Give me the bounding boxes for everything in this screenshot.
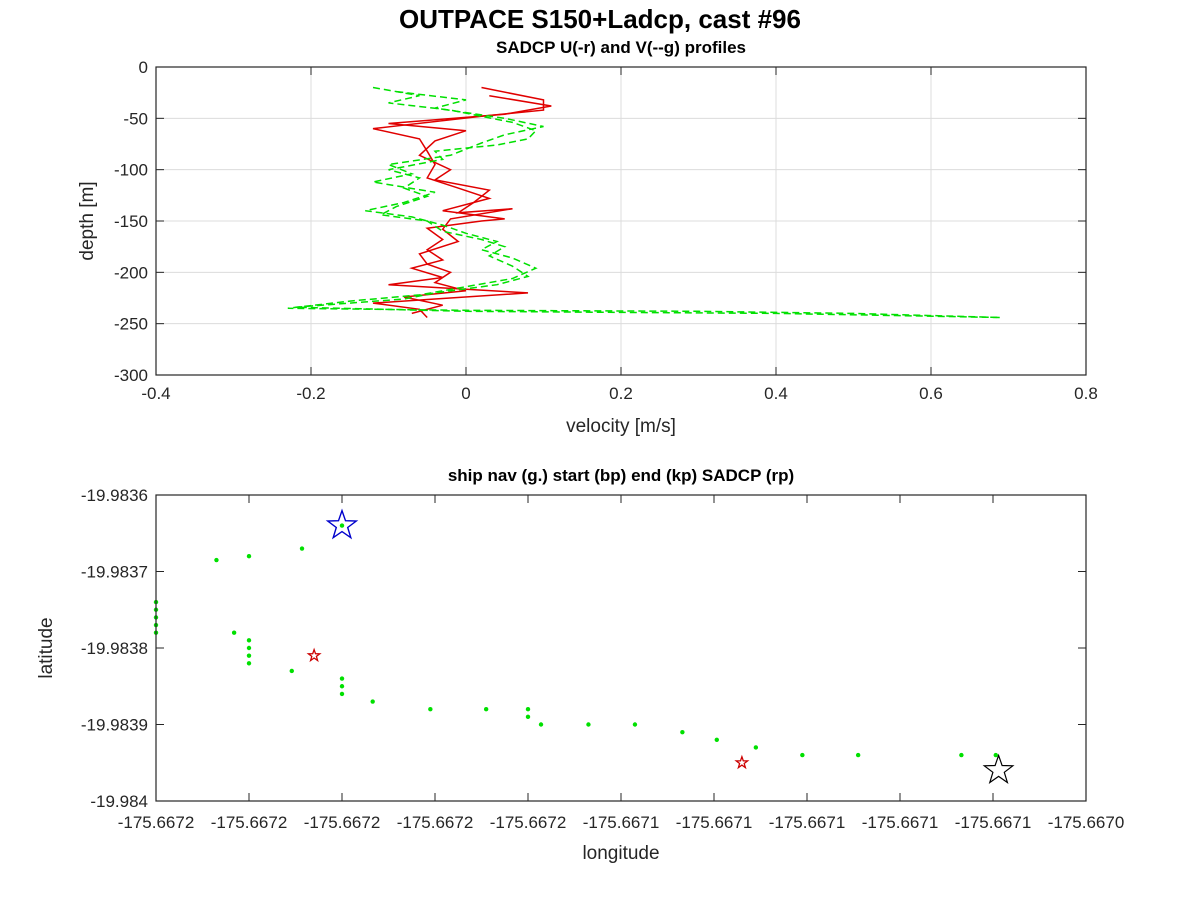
ship-nav-point — [339, 676, 345, 681]
profile-y-tick-label: -150 — [114, 212, 148, 231]
ship-nav-point — [289, 668, 294, 674]
profile-y-tick-label: -100 — [114, 161, 148, 180]
profile-y-tick-label: 0 — [139, 58, 148, 77]
nav-chart-title: ship nav (g.) start (bp) end (kp) SADCP … — [448, 466, 794, 485]
figure-title: OUTPACE S150+Ladcp, cast #96 — [399, 4, 801, 34]
ship-nav-point — [538, 722, 544, 727]
profile-x-tick-label: 0.8 — [1074, 384, 1098, 403]
nav-y-tick-label: -19.984 — [90, 792, 148, 811]
v-profile-line-3 — [295, 86, 1001, 319]
ship-nav-point — [632, 722, 638, 727]
profile-y-axis-label: depth [m] — [77, 181, 98, 260]
nav-y-tick-label: -19.9836 — [81, 486, 148, 505]
ship-nav-point — [855, 752, 861, 758]
nav-ticks: -175.6672 -175.6672 -175.6672 -175.6672 -175… — [81, 486, 1124, 832]
nav-x-tick-label: -175.6671 — [955, 813, 1032, 832]
ship-nav-point — [800, 752, 805, 758]
ship-nav-point — [680, 729, 685, 735]
v-profile-line-4 — [287, 90, 1001, 319]
ship-nav-point — [525, 714, 531, 720]
ship-nav-point — [231, 630, 237, 635]
nav-y-axis-label: latitude — [36, 617, 57, 678]
nav-plot-area — [155, 494, 1087, 802]
ship-nav-point — [246, 554, 252, 559]
nav-x-tick-label: -175.6671 — [583, 813, 660, 832]
profile-x-tick-label: 0 — [461, 384, 470, 403]
ship-nav-point — [525, 707, 531, 712]
profile-series — [287, 86, 1001, 319]
nav-x-axis-label: longitude — [582, 843, 659, 864]
profile-y-tick-label: -200 — [114, 263, 148, 282]
nav-y-tick-label: -19.9837 — [81, 563, 148, 582]
profile-grid — [155, 66, 1087, 376]
ship-nav-point — [339, 684, 345, 689]
nav-x-tick-label: -175.6670 — [1048, 813, 1125, 832]
nav-x-tick-label: -175.6671 — [769, 813, 846, 832]
u-profile-line-1 — [372, 86, 545, 319]
ship-nav-point — [339, 523, 345, 528]
sadcp-star-marker — [734, 754, 750, 770]
ship-nav-point — [246, 653, 252, 658]
end-star-marker — [982, 753, 1015, 784]
nav-points — [153, 508, 1015, 784]
start-star-marker — [325, 508, 359, 540]
profile-chart-title: SADCP U(-r) and V(--g) profiles — [496, 38, 746, 57]
nav-x-tick-label: -175.6672 — [211, 813, 288, 832]
ship-nav-point — [714, 737, 719, 742]
profile-y-tick-label: -50 — [123, 109, 148, 128]
profile-y-tick-label: -300 — [114, 366, 148, 385]
ship-nav-point — [993, 752, 998, 758]
ship-nav-point — [299, 546, 305, 551]
profile-x-tick-label: 0.4 — [764, 384, 788, 403]
profile-y-tick-label: -250 — [114, 315, 148, 334]
ship-nav-point — [246, 645, 252, 651]
nav-x-tick-label: -175.6671 — [862, 813, 939, 832]
nav-x-tick-label: -175.6671 — [676, 813, 753, 832]
profile-x-tick-label: 0.6 — [919, 384, 943, 403]
nav-chart: ship nav (g.) start (bp) end (kp) SADCP … — [36, 466, 1124, 864]
nav-x-tick-label: -175.6672 — [397, 813, 474, 832]
ship-nav-point — [959, 752, 964, 758]
ship-nav-point — [339, 691, 345, 697]
nav-x-tick-label: -175.6672 — [118, 813, 195, 832]
profile-ticks: -0.4 -0.2 0 0.2 0.4 0.6 0.8 0 -50 -100 -150 -200 -25… — [114, 58, 1098, 403]
profile-x-tick-label: -0.4 — [141, 384, 170, 403]
profile-x-tick-label: -0.2 — [296, 384, 325, 403]
nav-x-tick-label: -175.6672 — [304, 813, 381, 832]
ship-nav-point — [586, 722, 591, 727]
ship-nav-point — [214, 557, 219, 563]
profile-x-axis-label: velocity [m/s] — [566, 416, 676, 437]
ship-nav-point — [428, 707, 433, 712]
ship-nav-point — [483, 707, 489, 712]
u-profile-line-2 — [388, 94, 552, 315]
ship-nav-point — [753, 745, 759, 750]
profile-chart: SADCP U(-r) and V(--g) profiles -0.4 -0.2… — [77, 38, 1098, 437]
profile-x-tick-label: 0.2 — [609, 384, 633, 403]
ship-nav-point — [370, 699, 375, 704]
nav-y-tick-label: -19.9838 — [81, 639, 148, 658]
nav-x-tick-label: -175.6672 — [490, 813, 567, 832]
ship-nav-point — [246, 638, 252, 643]
ship-nav-point — [246, 661, 252, 666]
sadcp-star-marker — [306, 647, 322, 663]
nav-y-tick-label: -19.9839 — [81, 716, 148, 735]
